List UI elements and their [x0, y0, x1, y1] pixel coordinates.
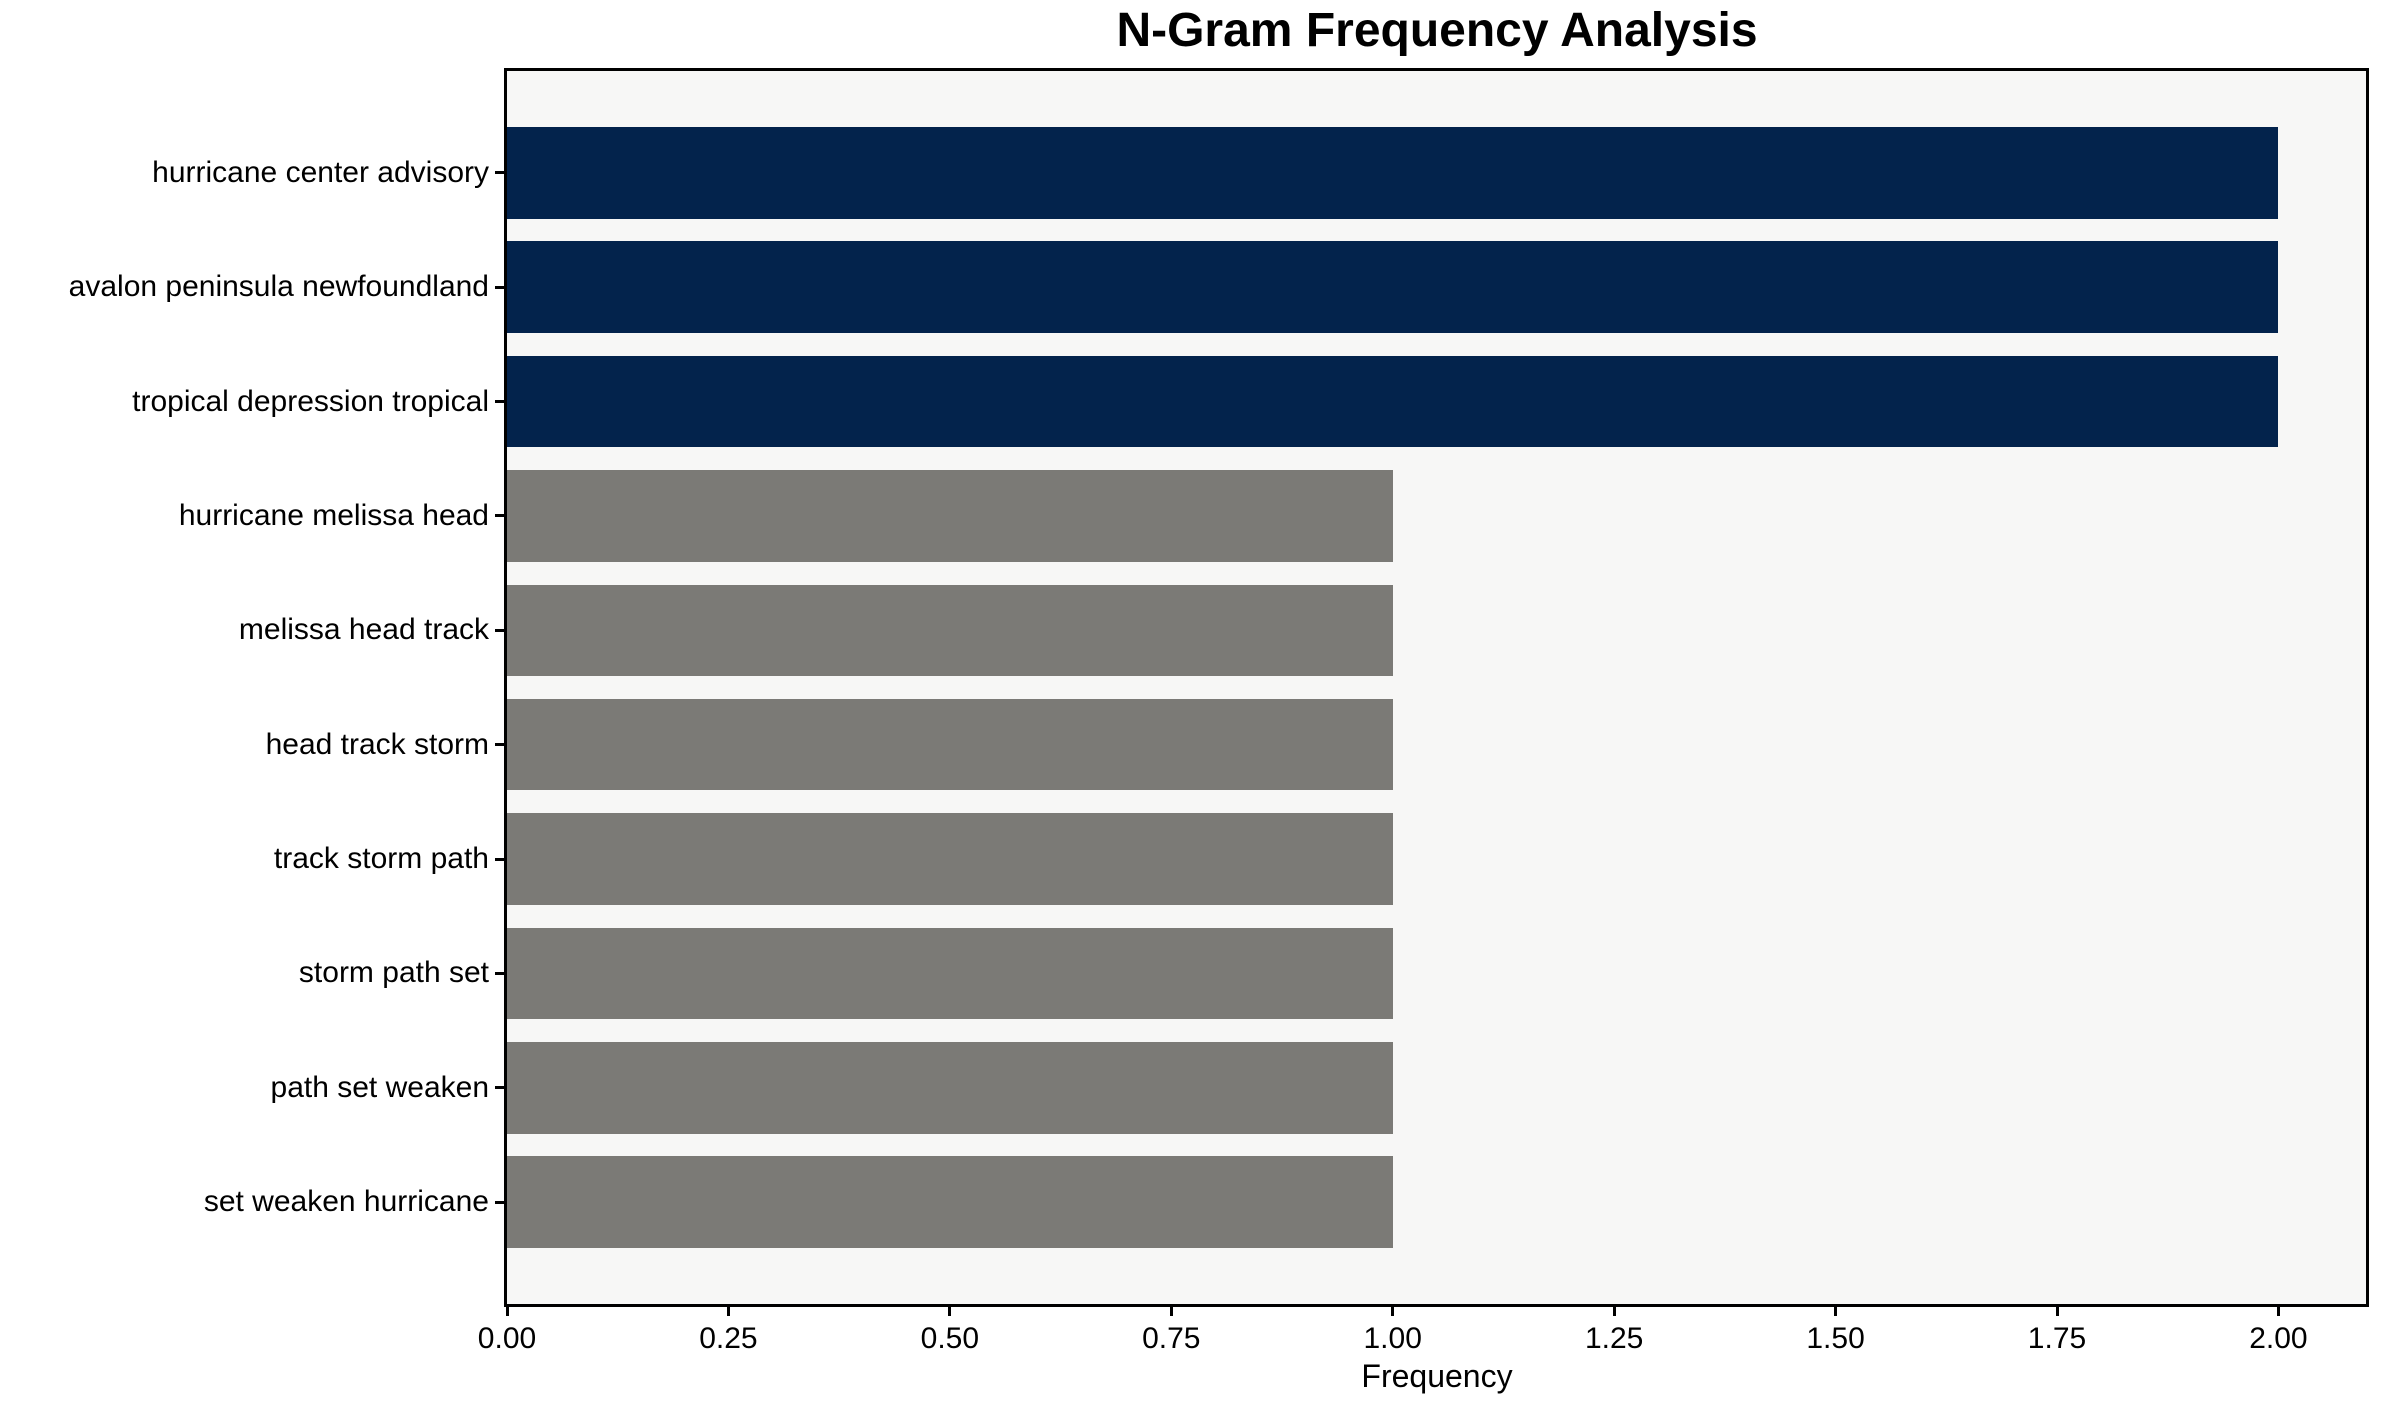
x-tick-mark — [726, 1307, 730, 1316]
x-tick-label: 0.00 — [477, 1322, 537, 1355]
y-tick-label: path set weaken — [270, 1070, 489, 1104]
x-tick-label: 1.50 — [1806, 1322, 1865, 1355]
x-tick-label: 0.25 — [699, 1322, 758, 1355]
x-tick-label: 1.00 — [1363, 1322, 1422, 1355]
y-tick-label: hurricane center advisory — [152, 155, 489, 189]
x-tick-mark — [1169, 1307, 1173, 1316]
x-tick-mark — [1834, 1307, 1838, 1316]
bar — [507, 355, 2279, 448]
x-tick-label: 0.75 — [1142, 1322, 1201, 1355]
chart-title: N-Gram Frequency Analysis — [1116, 4, 1758, 57]
x-tick-mark — [1612, 1307, 1616, 1316]
y-tick-label: tropical depression tropical — [132, 384, 489, 418]
x-tick-mark — [2276, 1307, 2280, 1316]
x-tick-mark — [948, 1307, 952, 1316]
y-tick-mark — [495, 285, 504, 289]
y-tick-mark — [495, 400, 504, 404]
x-tick-mark — [2055, 1307, 2059, 1316]
bar — [507, 698, 1393, 791]
y-tick-mark — [495, 171, 504, 175]
bar — [507, 813, 1393, 905]
y-tick-label: set weaken hurricane — [203, 1185, 489, 1219]
x-tick-label: 2.00 — [2249, 1322, 2308, 1355]
bar — [507, 584, 1393, 677]
bar — [507, 1156, 1393, 1248]
y-tick-label: avalon peninsula newfoundland — [68, 270, 489, 304]
y-tick-label: hurricane melissa head — [178, 498, 489, 532]
y-tick-mark — [495, 971, 504, 975]
bar — [507, 241, 2279, 333]
bar — [507, 127, 2279, 219]
y-tick-mark — [495, 1200, 504, 1204]
x-tick-mark — [505, 1307, 509, 1316]
x-tick-label: 1.25 — [1584, 1322, 1644, 1355]
y-tick-label: track storm path — [273, 842, 489, 876]
bar — [507, 1042, 1393, 1134]
y-tick-label: head track storm — [265, 727, 489, 761]
y-tick-mark — [495, 857, 504, 861]
x-tick-label: 1.75 — [2027, 1322, 2087, 1355]
y-tick-mark — [495, 628, 504, 632]
x-tick-label: 0.50 — [920, 1322, 980, 1355]
y-tick-mark — [495, 1086, 504, 1090]
bar — [507, 470, 1393, 562]
bar — [507, 927, 1393, 1020]
y-tick-mark — [495, 743, 504, 747]
y-tick-label: storm path set — [298, 956, 489, 990]
y-tick-label: melissa head track — [238, 613, 489, 647]
x-axis-label: Frequency — [1361, 1358, 1513, 1394]
y-tick-mark — [495, 514, 504, 518]
x-tick-mark — [1391, 1307, 1395, 1316]
